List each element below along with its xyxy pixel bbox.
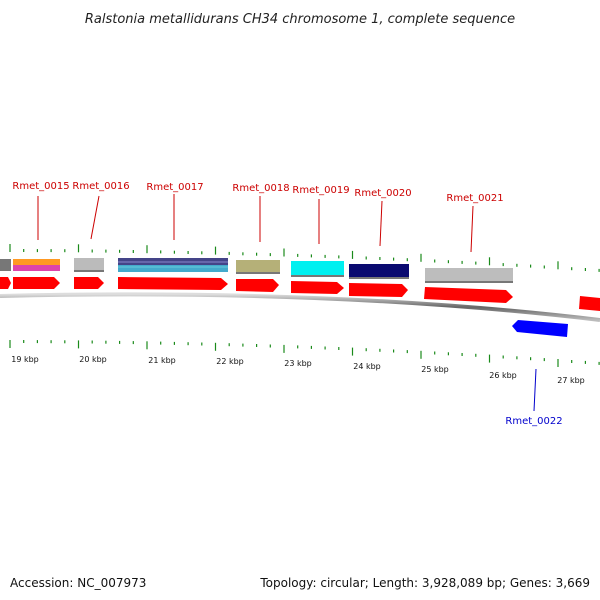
map-title: Ralstonia metallidurans CH34 chromosome … — [85, 12, 515, 27]
gene-arrow — [291, 281, 344, 294]
category-bar — [118, 265, 228, 272]
reverse-strand-genes: Rmet_0022 — [505, 320, 568, 427]
kbp-label: 20 kbp — [79, 355, 107, 364]
gene-Rmet_0019[interactable]: Rmet_0019 — [291, 185, 350, 294]
kbp-label: 22 kbp — [216, 357, 244, 366]
gene-arrow — [74, 277, 104, 289]
gene-Rmet_0016[interactable]: Rmet_0016 — [72, 181, 130, 289]
category-bar — [13, 265, 60, 271]
gene-label: Rmet_0019 — [292, 185, 349, 196]
gene-label: Rmet_0016 — [72, 181, 129, 192]
gene-Rmet_0018[interactable]: Rmet_0018 — [232, 183, 290, 292]
gene-arrow — [512, 320, 568, 337]
kbp-label: 27 kbp — [557, 376, 585, 385]
accession-text: Accession: NC_007973 — [10, 576, 147, 590]
leader-line — [90, 195, 100, 240]
gene-arrow — [13, 277, 60, 289]
kbp-label: 26 kbp — [489, 371, 517, 380]
gene-label: Rmet_0020 — [354, 188, 411, 199]
gene-Rmet_0015[interactable]: Rmet_0015 — [12, 181, 70, 289]
genome-summary-text: Topology: circular; Length: 3,928,089 bp… — [260, 576, 590, 590]
gene-label: Rmet_0021 — [446, 193, 503, 204]
leader-line — [533, 368, 537, 412]
forward-strand-genes: Rmet_0015 Rmet_0016 Rmet_0017 Rmet_0018 — [12, 181, 513, 303]
kbp-label: 21 kbp — [148, 356, 176, 365]
category-bar — [13, 259, 60, 265]
gene-arrow — [118, 277, 228, 290]
kbp-label: 24 kbp — [353, 362, 381, 371]
category-bar — [74, 258, 104, 270]
gene-arrow — [424, 287, 513, 303]
category-bar — [425, 268, 513, 281]
category-bar — [236, 260, 280, 272]
kbp-label: 23 kbp — [284, 359, 312, 368]
gene-label: Rmet_0017 — [146, 182, 203, 193]
gene-label: Rmet_0018 — [232, 183, 289, 194]
gene-arrow — [349, 283, 408, 297]
leader-line — [470, 205, 474, 253]
leader-line — [379, 200, 383, 247]
kbp-scale-labels: 19 kbp 20 kbp 21 kbp 22 kbp 23 kbp 24 kb… — [11, 355, 585, 385]
chromosome-backbone — [0, 292, 600, 322]
gene-Rmet_0021[interactable]: Rmet_0021 — [424, 193, 513, 303]
tick-marks — [9, 244, 600, 367]
gene-Rmet_0020[interactable]: Rmet_0020 — [349, 188, 412, 297]
gene-arrow — [236, 279, 279, 292]
gene-Rmet_0022[interactable]: Rmet_0022 — [505, 320, 568, 427]
outer-tick-row — [9, 244, 600, 272]
category-bar — [291, 261, 344, 275]
kbp-label: 19 kbp — [11, 355, 39, 364]
category-bar — [349, 264, 409, 277]
partial-gene-right — [579, 296, 600, 311]
gene-Rmet_0017[interactable]: Rmet_0017 — [118, 182, 228, 290]
kbp-label: 25 kbp — [421, 365, 449, 374]
gene-label: Rmet_0015 — [12, 181, 69, 192]
inner-tick-row — [9, 340, 600, 367]
gene-label: Rmet_0022 — [505, 416, 562, 427]
partial-gene-left — [0, 259, 11, 289]
